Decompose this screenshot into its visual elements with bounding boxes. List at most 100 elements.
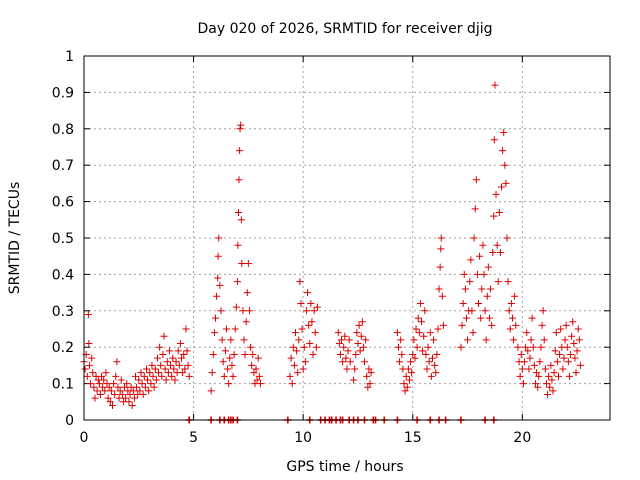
data-point xyxy=(343,365,351,373)
data-point xyxy=(181,365,189,373)
data-point xyxy=(531,380,539,388)
data-point xyxy=(425,358,433,366)
data-point xyxy=(471,205,479,213)
data-point xyxy=(496,249,504,257)
data-point xyxy=(481,307,489,315)
data-point xyxy=(576,361,584,369)
data-point xyxy=(215,234,223,242)
data-point xyxy=(475,300,482,308)
data-point xyxy=(137,369,145,377)
data-point xyxy=(227,336,235,344)
data-point xyxy=(404,365,412,373)
data-point xyxy=(242,318,250,326)
data-point xyxy=(409,350,417,358)
data-point xyxy=(231,325,239,333)
data-point xyxy=(122,394,130,402)
data-point xyxy=(530,361,538,369)
data-point xyxy=(295,336,303,344)
data-point xyxy=(529,343,537,351)
data-point xyxy=(300,343,308,351)
data-point xyxy=(287,354,295,362)
data-point xyxy=(132,372,140,380)
data-point xyxy=(521,358,529,366)
data-point xyxy=(422,350,430,358)
data-point xyxy=(570,340,578,348)
data-point xyxy=(162,376,170,384)
chart-title: Day 020 of 2026, SRMTID for receiver dji… xyxy=(198,21,493,37)
data-point xyxy=(502,179,510,187)
data-point xyxy=(546,383,554,391)
data-point xyxy=(506,325,514,333)
data-point xyxy=(225,380,233,388)
data-point xyxy=(503,234,511,242)
data-point xyxy=(359,343,367,351)
data-point xyxy=(102,369,110,377)
data-point xyxy=(170,365,178,373)
data-point xyxy=(353,329,361,337)
data-point xyxy=(340,343,348,351)
data-point xyxy=(164,369,172,377)
data-point xyxy=(412,325,420,333)
data-point xyxy=(238,259,246,267)
data-point xyxy=(155,369,163,377)
data-point xyxy=(232,303,240,311)
data-point xyxy=(138,380,146,388)
x-tick-label: 0 xyxy=(80,430,89,446)
y-tick-label: 0.6 xyxy=(52,195,74,211)
data-point xyxy=(240,336,248,344)
data-point xyxy=(218,336,226,344)
data-point xyxy=(408,369,416,377)
data-point xyxy=(214,252,222,260)
data-point xyxy=(438,292,446,300)
data-point xyxy=(533,369,541,377)
data-point xyxy=(176,340,184,348)
data-point xyxy=(221,347,229,355)
data-point xyxy=(235,176,243,184)
data-point xyxy=(498,183,506,191)
data-point xyxy=(151,365,159,373)
data-point xyxy=(363,372,371,380)
data-point xyxy=(304,289,312,297)
data-point xyxy=(118,391,126,399)
data-point xyxy=(160,332,168,340)
y-axis-label: SRMTID / TECUs xyxy=(7,182,23,295)
data-point xyxy=(123,380,131,388)
data-point xyxy=(165,347,173,355)
data-point xyxy=(222,325,230,333)
data-point xyxy=(220,372,228,380)
x-axis-label: GPS time / hours xyxy=(286,459,403,475)
data-point xyxy=(395,343,403,351)
data-point xyxy=(290,361,298,369)
data-point xyxy=(402,372,410,380)
data-point xyxy=(114,383,122,391)
data-point xyxy=(81,365,89,373)
x-ticks: 0 5 10 15 20 xyxy=(80,56,531,446)
data-point xyxy=(437,234,445,242)
data-point xyxy=(344,347,352,355)
data-point xyxy=(411,354,419,362)
data-point xyxy=(524,347,532,355)
data-point xyxy=(547,361,555,369)
data-point xyxy=(312,343,320,351)
data-point xyxy=(105,383,113,391)
data-point xyxy=(523,329,531,337)
data-point xyxy=(311,329,319,337)
data-point xyxy=(83,372,91,380)
data-point xyxy=(500,128,508,136)
data-point xyxy=(254,354,262,362)
data-point xyxy=(403,383,411,391)
data-point xyxy=(510,336,518,344)
data-point xyxy=(310,307,318,315)
data-point xyxy=(470,234,478,242)
data-point xyxy=(397,336,405,344)
data-point xyxy=(217,307,225,315)
data-point xyxy=(505,307,513,315)
plot-border xyxy=(83,55,611,421)
data-point xyxy=(183,347,191,355)
data-point xyxy=(113,358,121,366)
data-point xyxy=(128,401,136,409)
data-point xyxy=(522,343,530,351)
data-point xyxy=(256,380,264,388)
data-point xyxy=(243,289,251,297)
data-point xyxy=(342,354,350,362)
